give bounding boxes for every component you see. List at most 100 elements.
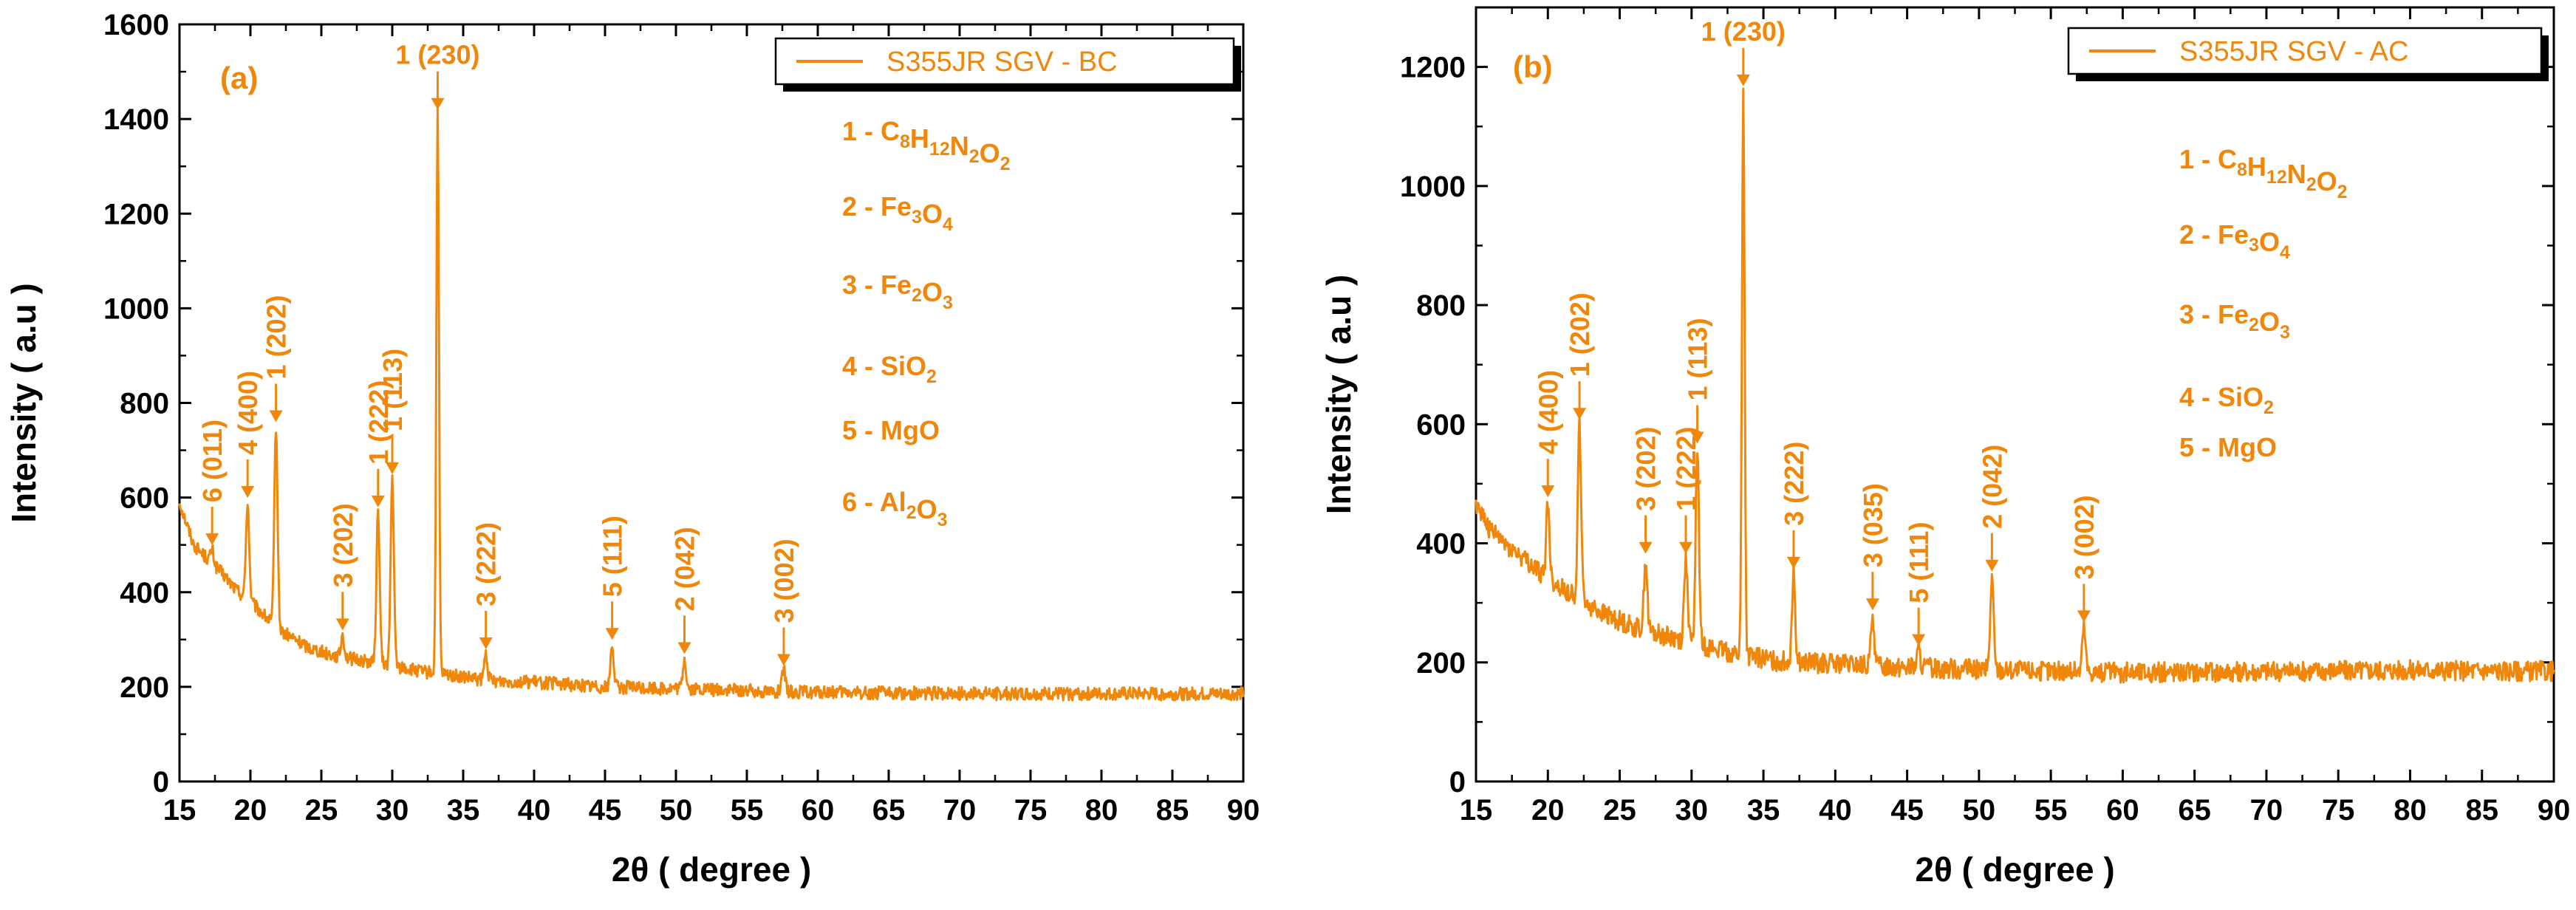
peak-arrow-head: [1639, 542, 1653, 554]
x-axis-title: 2θ ( degree ): [612, 850, 811, 889]
peak-arrow-head: [777, 654, 790, 666]
compound-label-5: 5 - MgO: [2179, 432, 2277, 462]
peak-label: 3 (222): [471, 522, 502, 606]
x-tick-label: 40: [518, 794, 551, 827]
x-tick-label: 15: [1460, 794, 1493, 827]
peak-label: 3 (035): [1858, 483, 1888, 567]
x-tick-label: 85: [2465, 794, 2498, 827]
peak-label: 1 (202): [1565, 292, 1595, 377]
peak-label: 1 (202): [262, 295, 292, 379]
x-tick-label: 50: [1963, 794, 1996, 827]
peak-arrow-head: [1912, 634, 1925, 646]
x-tick-label: 55: [2035, 794, 2068, 827]
peak-arrow-head: [386, 462, 399, 474]
x-tick-label: 55: [731, 794, 764, 827]
peak-label: 4 (400): [233, 371, 263, 455]
y-tick-label: 800: [1416, 290, 1466, 322]
x-tick-label: 35: [1747, 794, 1780, 827]
compound-label-3: 3 - Fe2O3: [842, 270, 953, 313]
peak-arrow-head: [241, 486, 254, 498]
plot-frame: [180, 24, 1243, 781]
peak-label: 2 (042): [670, 527, 700, 611]
y-tick-label: 0: [1449, 766, 1466, 798]
peak-label: 1 (230): [1701, 16, 1786, 47]
legend-label: S355JR SGV - AC: [2179, 36, 2408, 67]
peak-label: 1 (113): [1683, 318, 1713, 400]
y-tick-label: 1200: [1400, 52, 1466, 84]
peak-label: 1 (230): [395, 40, 479, 70]
x-tick-label: 70: [2250, 794, 2283, 827]
peak-arrow-head: [1541, 485, 1554, 497]
peak-arrow-head: [1866, 598, 1879, 610]
peak-arrow-head: [1573, 408, 1586, 420]
compound-label-4: 4 - SiO2: [842, 351, 937, 387]
x-tick-label: 75: [1014, 794, 1048, 827]
y-tick-label: 1600: [103, 9, 169, 41]
y-tick-label: 200: [120, 671, 169, 704]
peak-arrow-head: [336, 618, 349, 630]
peak-arrow-head: [606, 628, 619, 640]
y-tick-label: 800: [120, 388, 169, 420]
x-tick-label: 20: [234, 794, 267, 827]
x-tick-label: 40: [1819, 794, 1852, 827]
legend-label: S355JR SGV - BC: [886, 47, 1118, 78]
data-series-line: [1476, 89, 2554, 682]
peak-arrow-head: [270, 411, 283, 422]
peak-label: 2 (042): [1977, 445, 2007, 529]
y-tick-label: 600: [120, 482, 169, 515]
x-tick-label: 85: [1156, 794, 1189, 827]
x-tick-label: 70: [943, 794, 977, 827]
peak-label: 6 (011): [197, 420, 228, 502]
peak-label: 4 (400): [1533, 370, 1563, 454]
compound-label-2: 2 - Fe3O4: [2179, 219, 2290, 263]
x-tick-label: 50: [660, 794, 693, 827]
peak-arrow-head: [372, 496, 385, 507]
peak-arrow-head: [1737, 75, 1750, 86]
peak-label: 3 (222): [1779, 442, 1809, 526]
peak-arrow-head: [1679, 542, 1692, 554]
peak-arrow-head: [1985, 560, 1998, 572]
peak-arrow-head: [431, 98, 444, 110]
compound-label-4: 4 - SiO2: [2179, 382, 2274, 418]
x-tick-label: 90: [2538, 794, 2571, 827]
peak-label: 3 (202): [1631, 427, 1661, 511]
peak-label: 3 (202): [328, 503, 358, 587]
x-tick-label: 65: [2178, 794, 2211, 827]
x-tick-label: 45: [1890, 794, 1924, 827]
x-tick-label: 45: [589, 794, 622, 827]
y-axis-title: Intensity ( a.u ): [4, 283, 43, 523]
x-tick-label: 20: [1531, 794, 1565, 827]
x-tick-label: 65: [872, 794, 906, 827]
peak-label: 5 (111): [598, 516, 628, 597]
x-tick-label: 60: [802, 794, 835, 827]
compound-label-5: 5 - MgO: [842, 415, 940, 445]
peak-arrow-head: [1787, 557, 1800, 569]
y-tick-label: 0: [153, 766, 169, 798]
peak-arrow-head: [205, 533, 219, 545]
panel-label: (b): [1513, 49, 1553, 84]
x-tick-label: 60: [2106, 794, 2139, 827]
data-series-line: [180, 108, 1243, 700]
compound-label-1: 1 - C8H12N2O2: [842, 116, 1011, 174]
x-axis-title: 2θ ( degree ): [1915, 850, 2114, 889]
x-tick-label: 75: [2322, 794, 2355, 827]
x-tick-label: 25: [1603, 794, 1636, 827]
peak-label: 3 (002): [769, 538, 799, 623]
peak-label: 5 (111): [1904, 522, 1934, 603]
x-tick-label: 90: [1227, 794, 1260, 827]
compound-label-2: 2 - Fe3O4: [842, 191, 953, 235]
y-tick-label: 1000: [103, 292, 169, 325]
x-tick-label: 25: [305, 794, 338, 827]
peak-arrow-head: [2077, 610, 2091, 622]
y-tick-label: 600: [1416, 408, 1466, 441]
peak-arrow-head: [479, 637, 493, 649]
y-tick-label: 1200: [103, 198, 169, 230]
y-tick-label: 1000: [1400, 171, 1466, 203]
peak-label: 3 (002): [2069, 495, 2100, 579]
peak-arrow-head: [678, 642, 691, 654]
x-tick-label: 80: [2394, 794, 2427, 827]
